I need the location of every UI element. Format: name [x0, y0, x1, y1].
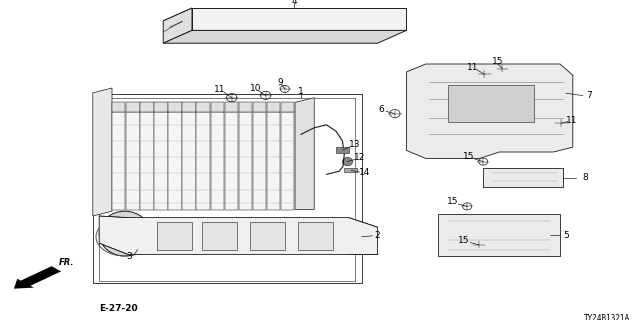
- Ellipse shape: [391, 20, 400, 28]
- Polygon shape: [112, 102, 125, 112]
- Ellipse shape: [240, 14, 253, 24]
- Polygon shape: [93, 88, 112, 216]
- Ellipse shape: [374, 14, 387, 24]
- Polygon shape: [196, 102, 210, 112]
- Polygon shape: [225, 112, 238, 210]
- Ellipse shape: [260, 91, 271, 100]
- Polygon shape: [253, 112, 266, 210]
- Polygon shape: [140, 112, 154, 210]
- Ellipse shape: [216, 20, 225, 28]
- Polygon shape: [253, 102, 266, 112]
- Polygon shape: [182, 102, 196, 112]
- Ellipse shape: [390, 109, 400, 118]
- Text: 11: 11: [566, 116, 577, 125]
- Text: 14: 14: [358, 168, 370, 177]
- Ellipse shape: [280, 10, 303, 28]
- Polygon shape: [250, 222, 285, 250]
- Polygon shape: [344, 168, 357, 172]
- Polygon shape: [211, 112, 224, 210]
- Polygon shape: [298, 222, 333, 250]
- Polygon shape: [140, 102, 154, 112]
- Text: 10: 10: [250, 84, 262, 93]
- Ellipse shape: [109, 220, 141, 247]
- Ellipse shape: [479, 70, 490, 78]
- Text: 13: 13: [349, 140, 360, 149]
- Ellipse shape: [391, 12, 400, 19]
- Ellipse shape: [330, 14, 342, 24]
- Text: 12: 12: [354, 153, 365, 162]
- Polygon shape: [267, 102, 280, 112]
- Polygon shape: [112, 112, 125, 210]
- Polygon shape: [157, 222, 192, 250]
- Polygon shape: [438, 214, 560, 256]
- Polygon shape: [168, 112, 182, 210]
- Ellipse shape: [118, 228, 131, 239]
- Ellipse shape: [464, 85, 515, 120]
- Text: 11: 11: [467, 63, 478, 72]
- Polygon shape: [163, 30, 406, 43]
- Polygon shape: [295, 98, 314, 210]
- Polygon shape: [163, 8, 192, 43]
- Text: 9: 9: [278, 78, 283, 87]
- Ellipse shape: [474, 91, 506, 114]
- Polygon shape: [281, 102, 294, 112]
- Ellipse shape: [479, 158, 488, 165]
- Polygon shape: [182, 112, 196, 210]
- Polygon shape: [168, 102, 182, 112]
- Polygon shape: [336, 147, 349, 153]
- Text: E-27-20: E-27-20: [99, 304, 138, 313]
- Polygon shape: [448, 85, 534, 122]
- Ellipse shape: [369, 10, 392, 28]
- Polygon shape: [154, 102, 168, 112]
- Ellipse shape: [285, 14, 298, 24]
- Ellipse shape: [342, 157, 353, 166]
- Ellipse shape: [498, 65, 507, 72]
- Text: 5: 5: [564, 231, 569, 240]
- FancyArrow shape: [14, 266, 61, 289]
- Polygon shape: [239, 112, 252, 210]
- Polygon shape: [211, 102, 224, 112]
- Text: 8: 8: [583, 173, 588, 182]
- Ellipse shape: [227, 93, 237, 102]
- Polygon shape: [483, 168, 563, 187]
- Polygon shape: [154, 112, 168, 210]
- Polygon shape: [126, 112, 140, 210]
- Text: 4: 4: [292, 0, 297, 6]
- Ellipse shape: [463, 203, 472, 210]
- Text: 11: 11: [214, 85, 226, 94]
- Polygon shape: [267, 112, 280, 210]
- Polygon shape: [192, 8, 406, 30]
- Text: TY24B1321A: TY24B1321A: [584, 314, 630, 320]
- Text: FR.: FR.: [59, 258, 74, 267]
- Text: 6: 6: [378, 105, 383, 114]
- Polygon shape: [281, 112, 294, 210]
- Text: 15: 15: [447, 197, 458, 206]
- Text: 15: 15: [463, 152, 475, 161]
- Text: 2: 2: [375, 231, 380, 240]
- Polygon shape: [126, 102, 140, 112]
- Ellipse shape: [280, 85, 289, 92]
- Polygon shape: [99, 216, 378, 254]
- Ellipse shape: [99, 211, 150, 256]
- Ellipse shape: [556, 119, 566, 127]
- Polygon shape: [202, 222, 237, 250]
- Text: 3: 3: [127, 252, 132, 261]
- Ellipse shape: [216, 12, 225, 19]
- Polygon shape: [196, 112, 210, 210]
- Polygon shape: [225, 102, 238, 112]
- Polygon shape: [239, 102, 252, 112]
- Text: 7: 7: [586, 91, 591, 100]
- Text: 15: 15: [458, 236, 470, 245]
- Polygon shape: [406, 64, 573, 158]
- Text: 1: 1: [298, 87, 303, 96]
- Ellipse shape: [474, 241, 483, 248]
- Text: 15: 15: [492, 57, 504, 66]
- Ellipse shape: [324, 10, 348, 28]
- Ellipse shape: [235, 10, 258, 28]
